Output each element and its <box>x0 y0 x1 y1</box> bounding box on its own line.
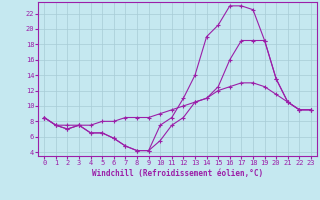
X-axis label: Windchill (Refroidissement éolien,°C): Windchill (Refroidissement éolien,°C) <box>92 169 263 178</box>
